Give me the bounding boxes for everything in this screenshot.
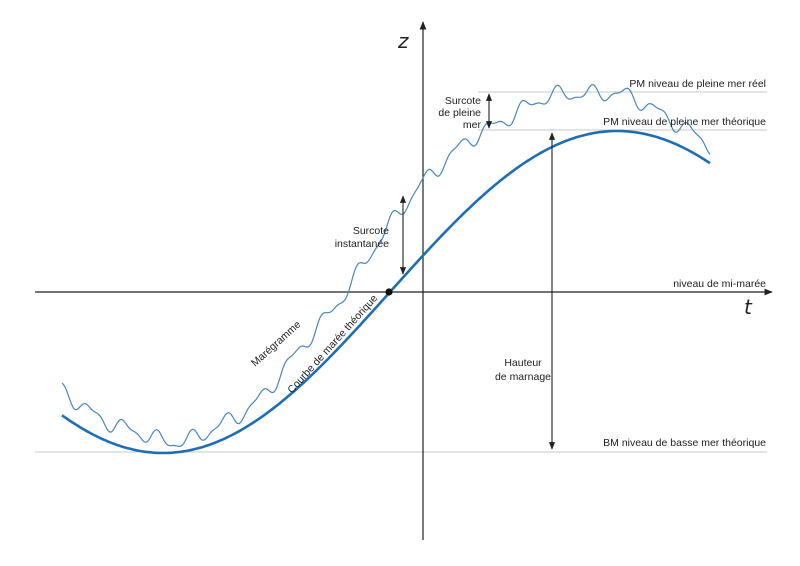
pm-real-label: PM niveau de pleine mer réel [629,78,766,90]
maregramme-label: Marégramme [249,318,304,369]
z-axis-label: z [397,29,409,53]
mid-tide-crossing-point [385,288,393,296]
hauteur-marnage-line-2: de marnage [495,371,551,383]
surcote-pm-line-2: de pleine [438,107,481,119]
pm-theoretical-label: PM niveau de pleine mer théorique [603,116,766,128]
surcote-inst-line-2: instantanée [335,238,389,250]
t-axis-label: t [744,295,753,319]
hauteur-marnage-line-1: Hauteur [504,357,542,369]
surcote-pm-line-3: mer [463,119,482,131]
theoretical-curve-label: Courbe de marée théorique [285,292,380,396]
bm-theoretical-label: BM niveau de basse mer théorique [603,437,766,449]
mid-tide-label: niveau de mi-marée [673,278,766,290]
surcote-pm-line-1: Surcote [445,95,481,107]
surcote-inst-line-1: Surcote [353,225,389,237]
theoretical-tide-curve [61,129,711,455]
maregramme-curve [61,83,711,448]
